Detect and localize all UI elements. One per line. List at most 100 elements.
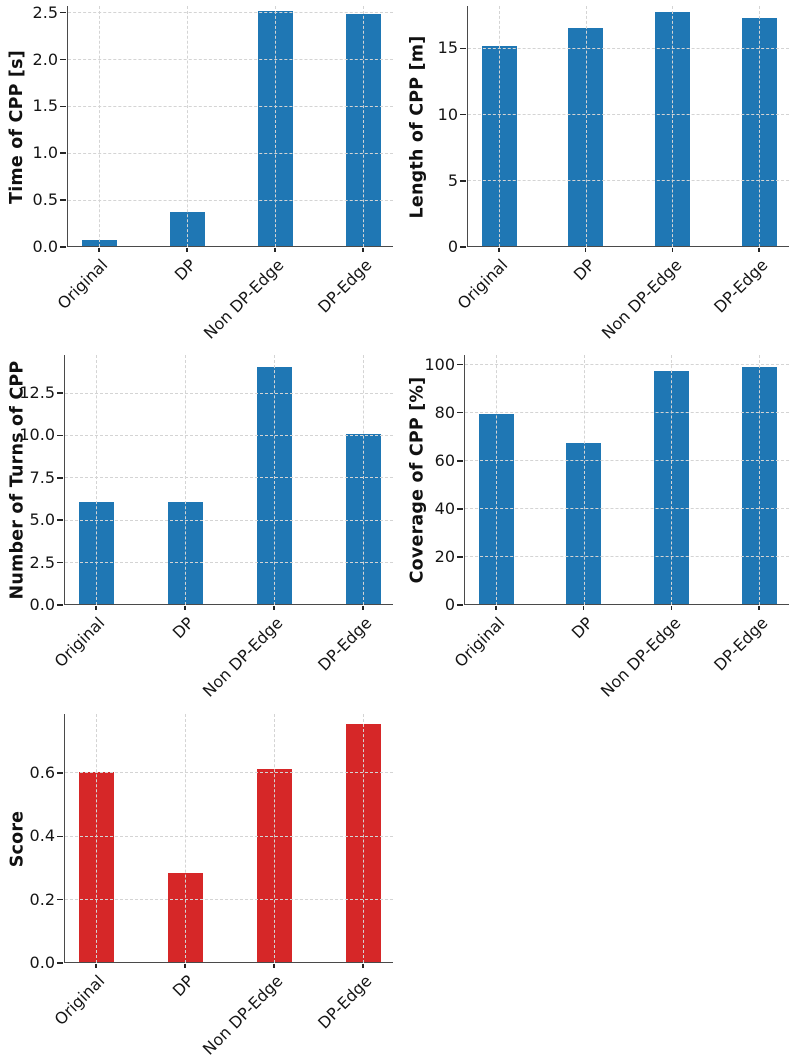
gridline-vertical bbox=[363, 6, 364, 247]
y-tick-label: 2.5 bbox=[32, 2, 58, 22]
y-tick-mark bbox=[457, 508, 463, 510]
y-tick-mark bbox=[60, 199, 66, 201]
x-tick-mark bbox=[362, 963, 364, 969]
y-tick-label: 40 bbox=[434, 498, 455, 518]
x-tick-label: DP-Edge bbox=[710, 255, 772, 317]
x-tick-mark bbox=[273, 963, 275, 969]
gridline-horizontal bbox=[65, 835, 393, 837]
y-tick-mark bbox=[57, 392, 63, 394]
y-axis-label: Time of CPP [s] bbox=[7, 49, 27, 204]
x-tick-label: Non DP-Edge bbox=[199, 613, 287, 701]
gridline-horizontal bbox=[65, 899, 393, 901]
y-tick-mark bbox=[57, 477, 63, 479]
x-tick-label: DP-Edge bbox=[314, 613, 376, 675]
gridline-horizontal bbox=[68, 59, 393, 60]
gridline-vertical bbox=[759, 355, 760, 605]
y-tick-mark bbox=[460, 113, 466, 116]
x-tick-label: DP-Edge bbox=[314, 971, 376, 1033]
gridline-horizontal bbox=[465, 556, 789, 558]
y-tick-label: 0.6 bbox=[29, 762, 55, 782]
plot-area: 0 20 40 60 80 100 Original DP Non DP-Edge DP-Edge bbox=[424, 355, 789, 701]
gridline-horizontal bbox=[468, 47, 789, 49]
x-tick-mark bbox=[495, 605, 497, 611]
x-tick-mark bbox=[95, 605, 97, 611]
x-tick-label: DP bbox=[170, 255, 200, 285]
x-tick-mark bbox=[584, 247, 587, 253]
x-tick-mark bbox=[758, 605, 760, 611]
y-tick-mark bbox=[457, 411, 463, 414]
y-tick-mark bbox=[457, 604, 463, 606]
gridline-horizontal bbox=[468, 180, 789, 182]
gridline-horizontal bbox=[65, 434, 393, 436]
gridline-vertical bbox=[672, 6, 674, 247]
y-axis-label-area: Time of CPP [s] bbox=[2, 6, 32, 247]
gridline-horizontal bbox=[65, 477, 393, 479]
y-tick-mark bbox=[460, 246, 466, 248]
gridline-vertical bbox=[96, 355, 97, 605]
x-tick-mark bbox=[273, 605, 275, 611]
y-tick-mark bbox=[57, 519, 63, 521]
y-tick-mark bbox=[60, 11, 66, 14]
gridline-vertical bbox=[187, 6, 188, 247]
gridline-vertical bbox=[275, 6, 276, 247]
y-tick-mark bbox=[57, 835, 63, 838]
gridline-vertical bbox=[363, 714, 364, 963]
y-tick-mark bbox=[57, 962, 63, 964]
y-tick-mark bbox=[57, 898, 63, 901]
y-tick-mark bbox=[60, 58, 66, 61]
y-tick-mark bbox=[57, 561, 63, 564]
x-tick-label: Non DP-Edge bbox=[596, 613, 685, 701]
y-tick-label: 1.0 bbox=[32, 143, 58, 163]
y-tick-label: 20 bbox=[434, 546, 455, 566]
y-tick-mark bbox=[60, 152, 66, 154]
y-tick-mark bbox=[457, 556, 463, 558]
x-tick-label: DP bbox=[168, 971, 198, 1001]
y-tick-label: 100 bbox=[424, 354, 455, 374]
x-tick-label: Original bbox=[51, 971, 109, 1029]
turns-of-cpp-chart: Number of Turns of CPP 0.0 2.5 5.0 7.5 10.0 12… bbox=[0, 330, 400, 701]
x-tick-mark bbox=[184, 605, 186, 611]
y-tick-mark bbox=[57, 434, 63, 437]
gridline-vertical bbox=[185, 714, 186, 963]
x-tick-label: DP bbox=[567, 613, 597, 643]
gridline-vertical bbox=[585, 6, 587, 247]
plot-area: 0 5 10 15 Original DP Non DP-Edge DP-Edge bbox=[438, 6, 789, 343]
y-tick-label: 0 bbox=[447, 237, 458, 256]
y-tick-mark bbox=[457, 363, 463, 366]
x-tick-mark bbox=[670, 605, 673, 611]
gridline-vertical bbox=[99, 6, 100, 247]
time-of-cpp-chart: Time of CPP [s] 0.0 0.5 1.0 1.5 2.0 2.5 Origina… bbox=[0, 0, 400, 343]
y-tick-label: 2.0 bbox=[32, 49, 58, 69]
gridline-horizontal bbox=[465, 460, 789, 462]
x-tick-mark bbox=[498, 247, 500, 253]
y-tick-label: 5.0 bbox=[29, 510, 55, 530]
gridline-horizontal bbox=[65, 392, 393, 394]
score-chart: Score 0.0 0.2 0.4 0.6 Original DP Non DP-Edge DP… bbox=[0, 690, 400, 1062]
y-tick-label: 15 bbox=[437, 38, 458, 58]
x-tick-mark bbox=[186, 247, 188, 253]
x-tick-mark bbox=[184, 963, 186, 969]
x-tick-label: DP bbox=[569, 255, 599, 285]
y-axis-label-area: Score bbox=[2, 714, 32, 963]
y-tick-label: 80 bbox=[434, 402, 455, 422]
x-tick-mark bbox=[671, 247, 674, 253]
y-tick-mark bbox=[457, 460, 463, 462]
x-tick-label: DP-Edge bbox=[710, 613, 772, 675]
y-tick-label: 10 bbox=[437, 104, 458, 124]
gridline-vertical bbox=[363, 355, 364, 605]
x-tick-label: Original bbox=[454, 255, 512, 313]
x-tick-mark bbox=[582, 605, 585, 611]
y-axis-label: Score bbox=[7, 810, 27, 867]
x-tick-mark bbox=[758, 247, 760, 253]
y-axis-label-area: Coverage of CPP [%] bbox=[402, 355, 432, 605]
x-tick-mark bbox=[362, 605, 364, 611]
gridline-vertical bbox=[274, 714, 275, 963]
gridline-vertical bbox=[499, 6, 500, 247]
gridline-horizontal bbox=[65, 562, 393, 564]
gridline-horizontal bbox=[68, 105, 393, 107]
x-tick-mark bbox=[95, 963, 97, 969]
y-tick-label: 0.0 bbox=[32, 237, 58, 256]
y-tick-label: 10.0 bbox=[19, 425, 55, 445]
y-tick-mark bbox=[60, 246, 66, 248]
